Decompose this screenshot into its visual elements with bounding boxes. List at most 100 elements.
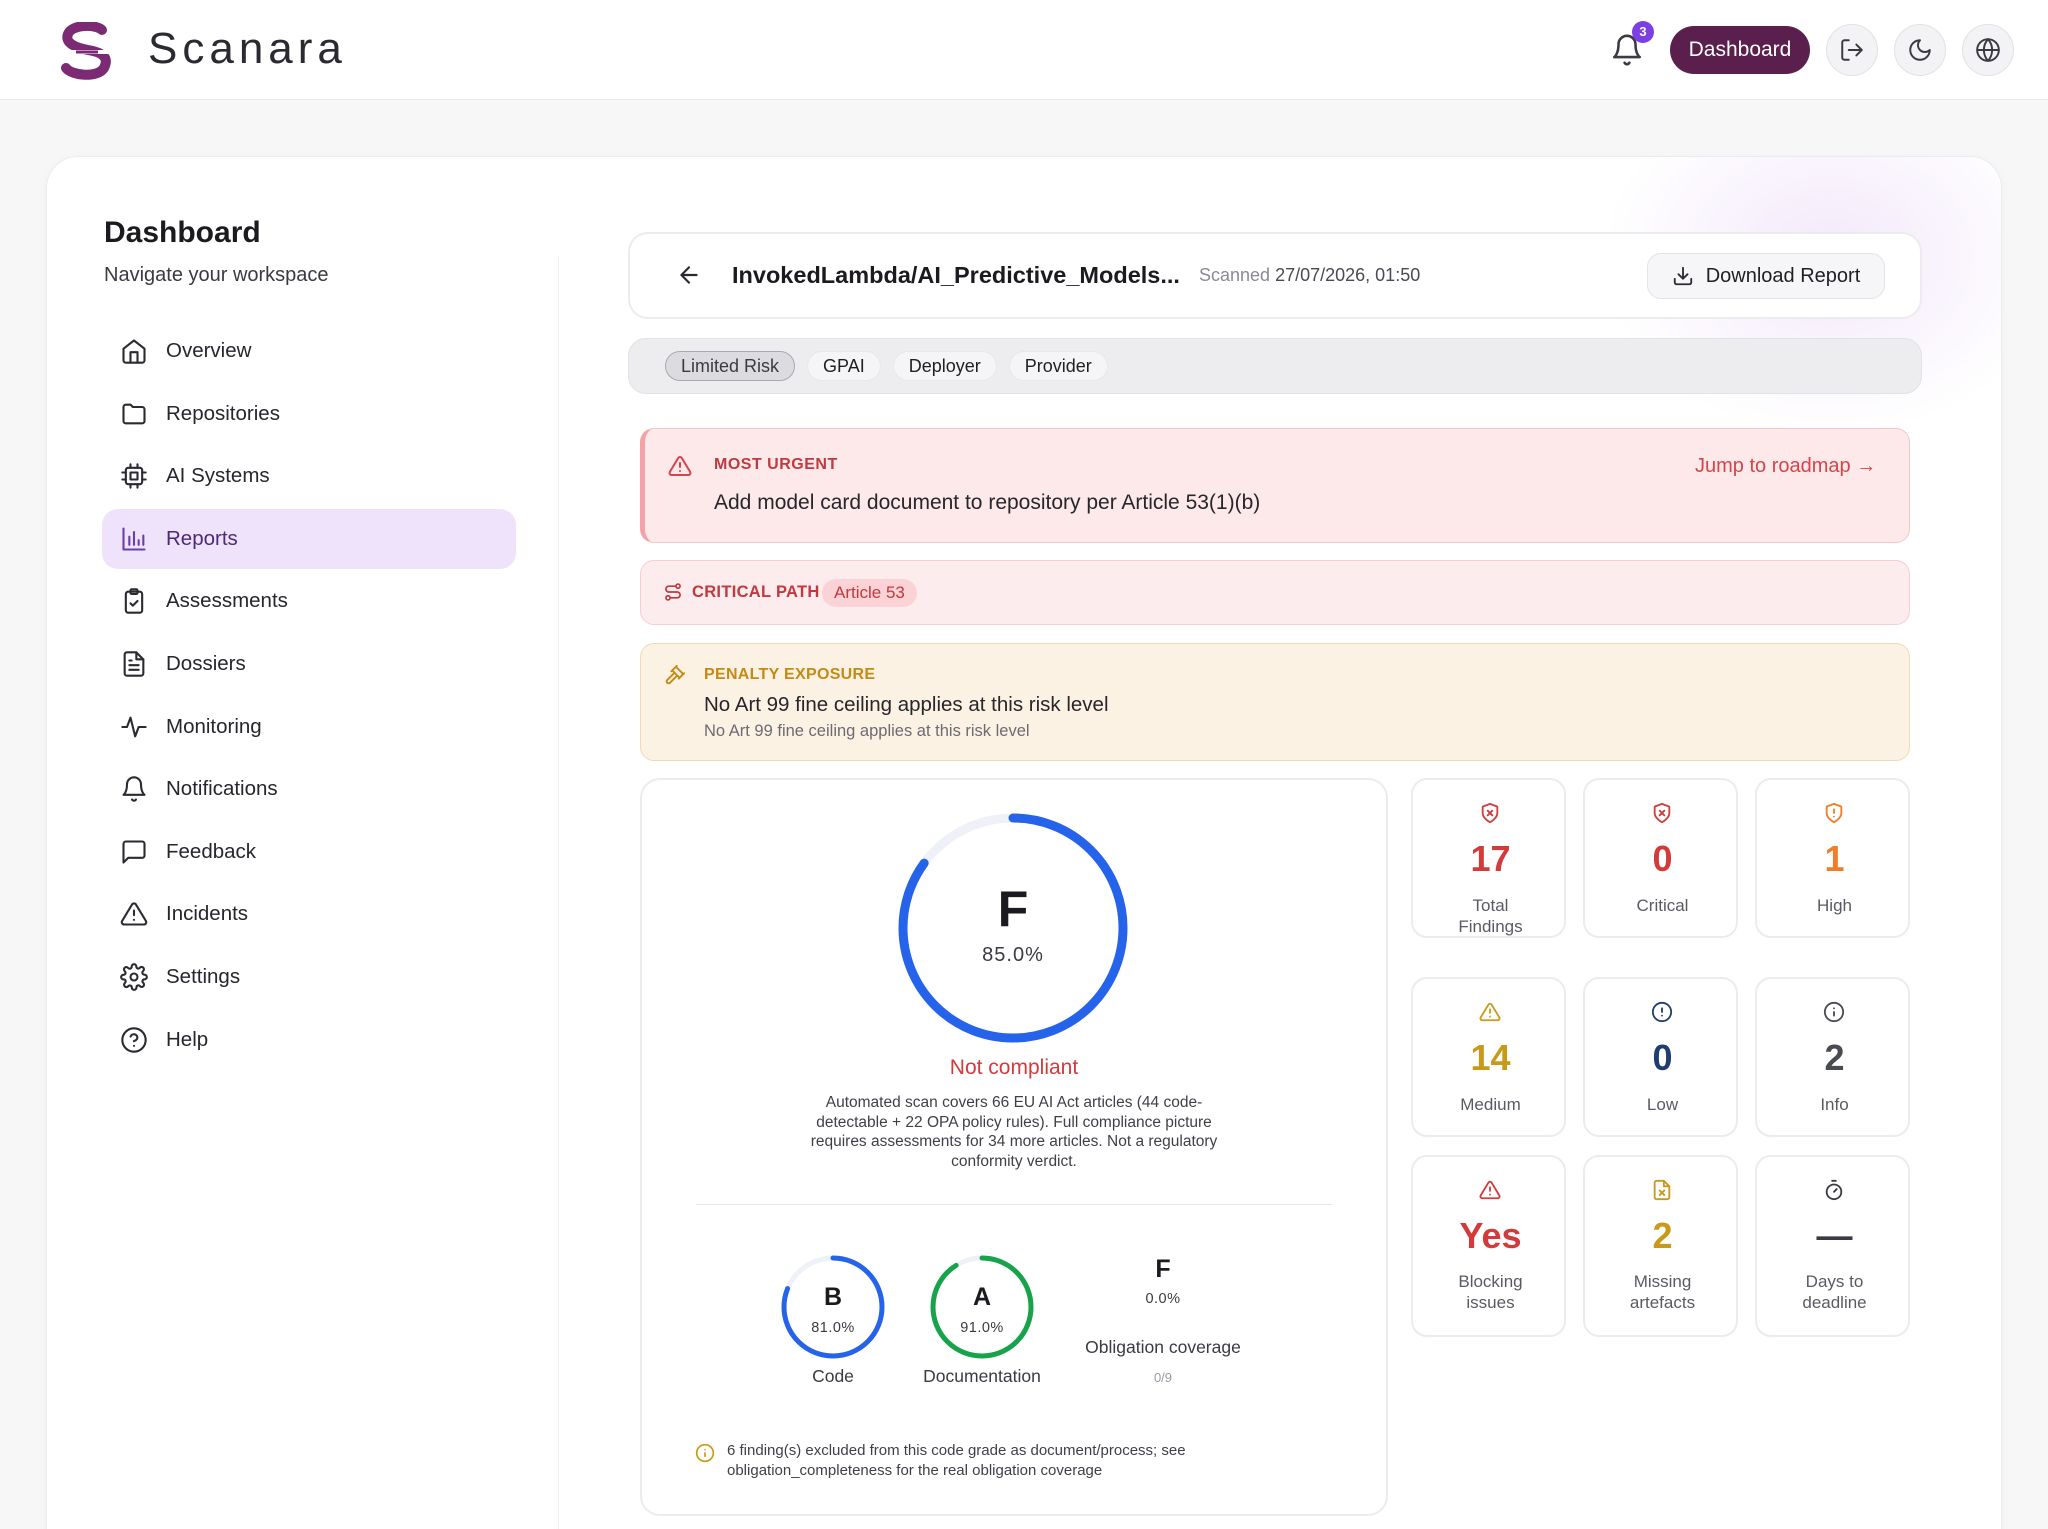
most-urgent-text: Add model card document to repository pe… (714, 491, 1261, 514)
sidebar-item-overview[interactable]: Overview (102, 321, 516, 381)
chip-icon (121, 463, 147, 489)
globe-icon (1976, 38, 2000, 62)
penalty-exposure-label: PENALTY EXPOSURE (704, 666, 876, 683)
code-percent: 81.0% (811, 1320, 855, 1336)
stat-label: Days to deadline (1802, 1272, 1867, 1312)
sidebar-item-monitoring[interactable]: Monitoring (102, 697, 516, 757)
shield-alert-icon (1825, 802, 1843, 824)
classification-tags: Limited Risk GPAI Deployer Provider (628, 338, 1922, 394)
scanara-logo[interactable] (58, 22, 122, 80)
stat-card-blocking-issues[interactable]: Yes Blocking issues (1411, 1155, 1566, 1337)
stat-value: 1 (1824, 838, 1845, 879)
gavel-icon (665, 664, 686, 685)
overall-score-ring (898, 813, 1128, 1043)
code-label: Code (812, 1366, 854, 1386)
download-report-button[interactable]: Download Report (1647, 253, 1885, 299)
penalty-exposure-banner (640, 643, 1910, 761)
obligation-grade: F (1155, 1255, 1171, 1283)
sidebar-item-label: AI Systems (166, 464, 270, 488)
logout-icon (1841, 39, 1863, 61)
sidebar-item-label: Monitoring (166, 714, 262, 738)
sidebar-item-incidents[interactable]: Incidents (102, 884, 516, 944)
scanned-label: Scanned (1199, 265, 1271, 285)
theme-toggle-button[interactable] (1894, 24, 1946, 76)
warning-icon (120, 902, 148, 926)
warning-icon (1479, 1180, 1501, 1200)
stat-card-low[interactable]: 0 Low (1583, 977, 1738, 1137)
sidebar-title: Dashboard (104, 216, 261, 249)
download-icon (1673, 266, 1692, 286)
stat-card-medium[interactable]: 14 Medium (1411, 977, 1566, 1137)
sidebar-item-reports[interactable]: Reports (102, 508, 516, 569)
tag-deployer[interactable]: Deployer (892, 351, 997, 381)
stat-label: Blocking issues (1458, 1272, 1523, 1312)
warning-icon (668, 455, 692, 476)
info-icon (1823, 1001, 1845, 1023)
tag-limited-risk[interactable]: Limited Risk (665, 351, 796, 381)
stat-card-high[interactable]: 1 High (1755, 778, 1910, 938)
sidebar-item-help[interactable]: Help (102, 1010, 516, 1070)
overall-percent: 85.0% (982, 944, 1044, 966)
back-arrow-icon[interactable] (676, 262, 702, 288)
sidebar-item-settings[interactable]: Settings (102, 947, 516, 1007)
critical-path-label: CRITICAL PATH (692, 583, 820, 601)
sidebar-item-label: Incidents (166, 902, 249, 926)
sidebar-item-label: Notifications (166, 777, 278, 801)
sidebar-item-feedback[interactable]: Feedback (102, 822, 516, 882)
stat-label: Info (1820, 1095, 1849, 1114)
stat-label: High (1817, 896, 1852, 915)
stat-card-info[interactable]: 2 Info (1755, 977, 1910, 1137)
exclusion-note: 6 finding(s) excluded from this code gra… (727, 1442, 1186, 1479)
penalty-exposure-subtext: No Art 99 fine ceiling applies at this r… (704, 722, 1030, 740)
download-report-label: Download Report (1705, 264, 1861, 287)
sidebar-nav: Overview Repositories AI Systems Reports… (102, 321, 516, 1072)
score-divider (696, 1204, 1332, 1205)
clipboard-check-icon (124, 588, 144, 615)
tag-provider[interactable]: Provider (1008, 351, 1108, 381)
sidebar-item-notifications[interactable]: Notifications (102, 759, 516, 819)
critical-path-article-chip[interactable]: Article 53 (822, 579, 917, 607)
most-urgent-label: MOST URGENT (714, 456, 838, 473)
stat-card-missing-artefacts[interactable]: 2 Missing artefacts (1583, 1155, 1738, 1337)
document-icon (123, 651, 145, 677)
scan-scope-text: Automated scan covers 66 EU AI Act artic… (810, 1094, 1218, 1170)
stat-value: 0 (1652, 838, 1673, 879)
sidebar-item-ai-systems[interactable]: AI Systems (102, 446, 516, 506)
tag-gpai[interactable]: GPAI (807, 351, 881, 381)
scanned-date: 27/07/2026, 01:50 (1275, 265, 1421, 285)
sidebar-subtitle: Navigate your workspace (104, 264, 329, 286)
bell-icon (122, 776, 146, 802)
penalty-exposure-text: No Art 99 fine ceiling applies at this r… (704, 693, 1109, 716)
gear-icon (120, 963, 148, 991)
bell-icon[interactable] (1610, 32, 1644, 68)
stat-card-days-to-deadline[interactable]: — Days to deadline (1755, 1155, 1910, 1337)
sidebar-item-repositories[interactable]: Repositories (102, 384, 516, 444)
home-icon (122, 339, 146, 364)
route-icon (665, 583, 681, 601)
code-score-ring (781, 1255, 885, 1359)
stat-card-critical[interactable]: 0 Critical (1583, 778, 1738, 938)
jump-to-roadmap-link[interactable]: Jump to roadmap → (1695, 455, 1877, 477)
stat-label: Missing artefacts (1629, 1272, 1696, 1312)
file-x-icon (1653, 1179, 1671, 1201)
obligation-percent: 0.0% (1145, 1291, 1181, 1307)
sidebar-item-label: Help (166, 1027, 209, 1051)
language-button[interactable] (1962, 24, 2014, 76)
stat-label: Total Findings (1458, 896, 1523, 936)
moon-icon (1909, 39, 1931, 61)
sidebar-item-assessments[interactable]: Assessments (102, 571, 516, 631)
sidebar-item-dossiers[interactable]: Dossiers (102, 634, 516, 694)
logout-button[interactable] (1826, 24, 1878, 76)
sidebar-item-label: Assessments (166, 589, 288, 613)
folder-icon (122, 403, 146, 424)
obligation-count: 0/9 (1153, 1370, 1173, 1385)
stat-value: 2 (1652, 1215, 1673, 1256)
alert-circle-icon (1651, 1001, 1673, 1023)
stat-value: Yes (1459, 1215, 1522, 1256)
message-icon (122, 840, 146, 864)
dashboard-button[interactable]: Dashboard (1670, 26, 1810, 74)
stat-card-total-findings[interactable]: 17 Total Findings (1411, 778, 1566, 938)
notification-badge: 3 (1632, 21, 1654, 43)
stat-label: Low (1646, 1095, 1679, 1114)
brand-name: Scanara (148, 24, 347, 73)
